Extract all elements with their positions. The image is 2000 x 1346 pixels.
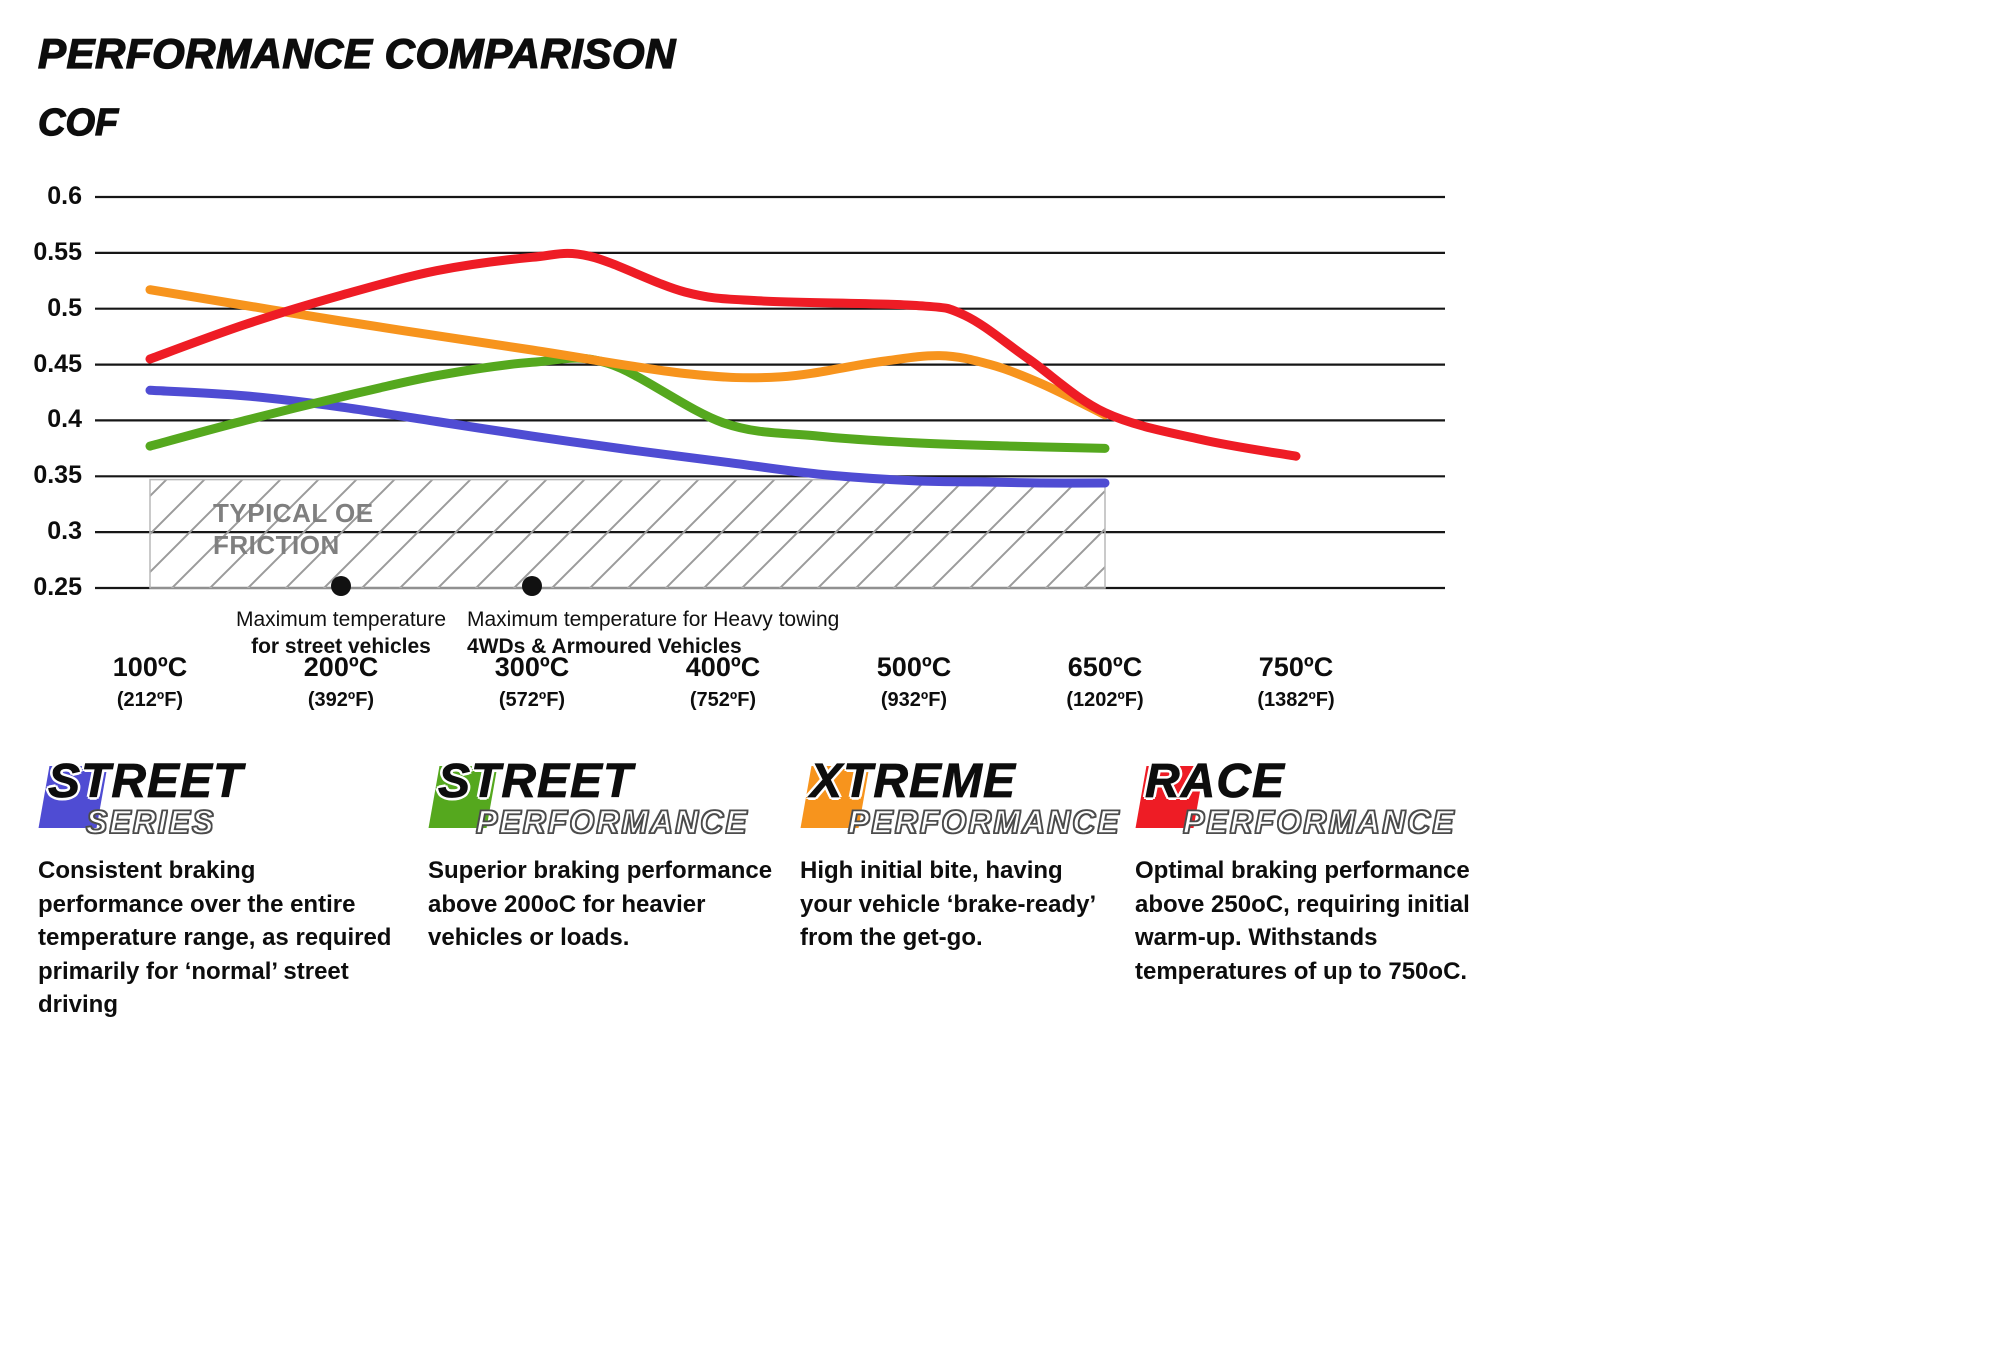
logo-word-secondary: PERFORMANCE (847, 803, 1121, 841)
street-performance-logo: STREET PERFORMANCE (428, 755, 782, 854)
logo-word-primary: STREET (48, 755, 244, 809)
xtreme-performance-logo: XTREME PERFORMANCE (800, 755, 1119, 854)
oe-friction-label-line2: FRICTION (213, 529, 340, 560)
legend-description: Optimal braking performance above 250oC,… (1135, 857, 1470, 985)
legend-description: High initial bite, having your vehicle ‘… (800, 857, 1095, 952)
logo-word-secondary: SERIES (85, 803, 216, 841)
max-temp-marker-dot (331, 576, 351, 596)
page-title: PERFORMANCE COMPARISON (37, 29, 676, 77)
street-series-logo: STREET SERIES (38, 755, 400, 854)
max-temp-marker-dot (522, 576, 542, 596)
annotation-street-max-temp: Maximum temperature for street vehicles (236, 606, 446, 661)
annotation-line2: for street vehicles (251, 635, 431, 659)
oe-friction-label: TYPICAL OE FRICTION (213, 498, 374, 561)
logo-word-primary: RACE (1145, 755, 1286, 809)
annotation-heavy-towing-max-temp: Maximum temperature for Heavy towing 4WD… (467, 606, 839, 661)
logo-word-primary: XTREME (810, 755, 1017, 809)
oe-friction-band (149, 478, 1106, 589)
legend-street-series: STREET SERIES Consistent braking perform… (38, 755, 400, 1022)
logo-word-primary: STREET (438, 755, 634, 809)
legend-description: Consistent braking performance over the … (38, 857, 392, 1019)
legend-race-performance: RACE PERFORMANCE Optimal braking perform… (1135, 755, 1487, 988)
y-axis-title: COF (37, 101, 119, 144)
race-performance-logo: RACE PERFORMANCE (1135, 755, 1487, 854)
legend-xtreme-performance: XTREME PERFORMANCE High initial bite, ha… (800, 755, 1119, 955)
series-xtreme-performance (145, 285, 1110, 420)
annotation-line1: Maximum temperature for Heavy towing (467, 608, 840, 631)
logo-word-secondary: PERFORMANCE (475, 803, 749, 841)
annotation-line2: 4WDs & Armoured Vehicles (467, 635, 742, 659)
legend-description: Superior braking performance above 200oC… (428, 857, 773, 952)
oe-friction-label-line1: TYPICAL OE (213, 498, 374, 528)
annotation-line1: Maximum temperature (235, 608, 447, 631)
logo-word-secondary: PERFORMANCE (1182, 803, 1456, 841)
series-race-performance (145, 248, 1301, 461)
legend-street-performance: STREET PERFORMANCE Superior braking perf… (428, 755, 782, 955)
